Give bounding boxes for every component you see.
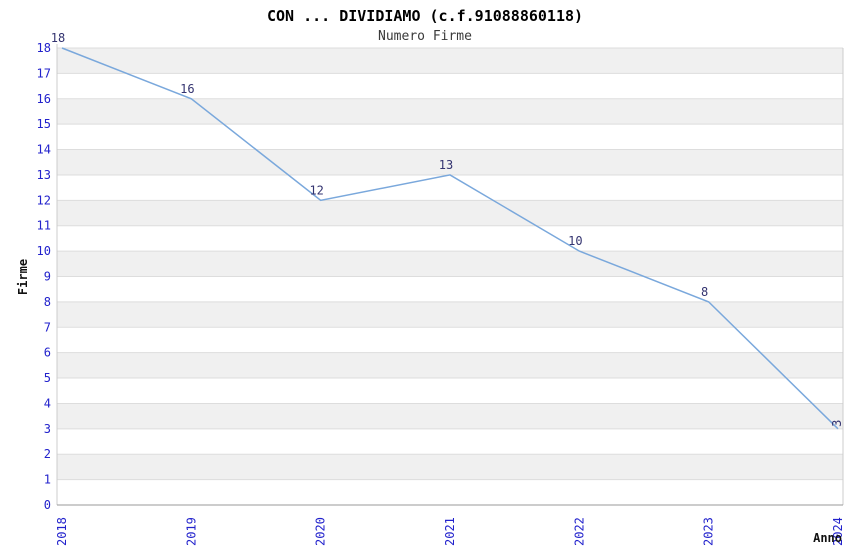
x-tick-label: 2024 — [831, 517, 845, 546]
plot-band — [57, 149, 843, 175]
x-tick-label: 2021 — [443, 517, 457, 546]
y-tick-label: 9 — [44, 270, 51, 284]
y-tick-label: 11 — [37, 219, 51, 233]
y-tick-label: 14 — [37, 143, 51, 157]
y-tick-label: 12 — [37, 193, 51, 207]
plot-band — [57, 454, 843, 480]
y-tick-label: 18 — [37, 41, 51, 55]
plot-band — [57, 301, 843, 328]
y-tick-label: 8 — [44, 295, 51, 309]
y-tick-label: 1 — [44, 473, 51, 487]
y-tick-label: 0 — [44, 498, 51, 512]
y-tick-label: 16 — [37, 92, 51, 106]
plot-band — [57, 352, 843, 379]
y-tick-label: 3 — [44, 422, 51, 436]
plot-band — [57, 98, 843, 125]
x-tick-label: 2020 — [314, 517, 328, 546]
data-point-label: 18 — [51, 31, 65, 45]
plot-band — [57, 251, 843, 277]
x-axis-title: Anno — [813, 531, 842, 545]
y-tick-label: 15 — [37, 117, 51, 131]
data-point-label: 10 — [568, 234, 582, 248]
y-tick-label: 7 — [44, 320, 51, 334]
y-tick-label: 6 — [44, 346, 51, 360]
data-line — [61, 47, 839, 430]
y-tick-label: 4 — [44, 396, 51, 410]
x-tick-label: 2019 — [184, 517, 198, 546]
y-axis-title: Firme — [16, 259, 30, 295]
x-tick-label: 2018 — [55, 517, 69, 546]
data-point-label: 16 — [180, 82, 194, 96]
chart-subtitle: Numero Firme — [378, 29, 472, 44]
x-axis-tick-labels: 2018 2019 2020 2021 2022 2023 2024 — [55, 517, 845, 546]
data-point-label: 8 — [701, 285, 708, 299]
data-point-label: 3 — [830, 420, 844, 427]
data-point-label: 13 — [439, 158, 453, 172]
plot-borders — [56, 44, 844, 506]
x-tick-label: 2023 — [702, 517, 716, 546]
data-point-labels: 18 16 12 13 10 8 3 — [51, 31, 844, 427]
plot-bands — [57, 48, 843, 480]
y-tick-label: 13 — [37, 168, 51, 182]
plot-band — [57, 403, 843, 429]
y-tick-label: 2 — [44, 447, 51, 461]
x-tick-label: 2022 — [572, 517, 586, 546]
chart-title: CON ... DIVIDIAMO (c.f.91088860118) — [267, 7, 583, 25]
gridlines — [57, 47, 843, 481]
y-tick-label: 10 — [37, 244, 51, 258]
plot-band — [57, 200, 843, 226]
y-tick-label: 17 — [37, 66, 51, 80]
y-tick-label: 5 — [44, 371, 51, 385]
plot-band — [57, 48, 843, 74]
data-point-label: 12 — [309, 183, 323, 197]
